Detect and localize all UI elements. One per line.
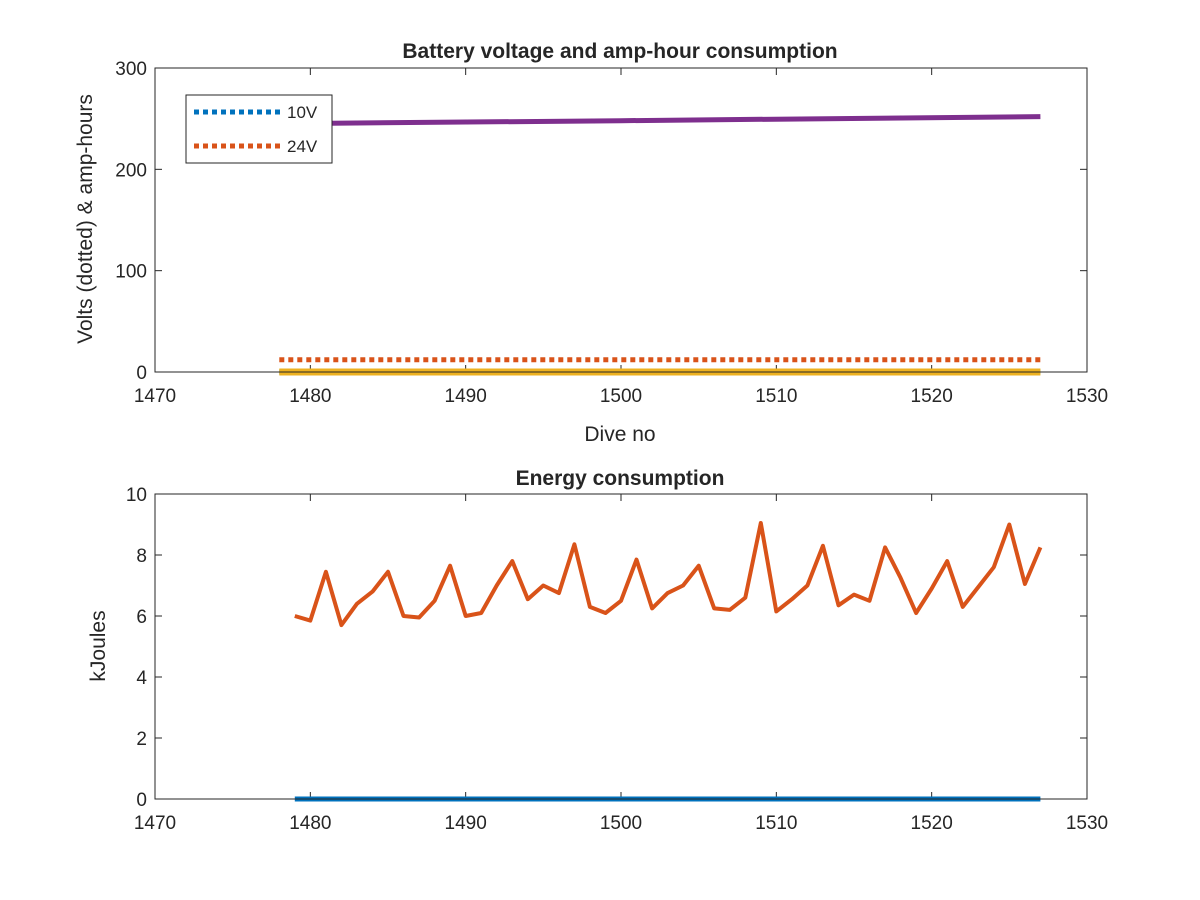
x-tick-label: 1510 [755,386,797,407]
y-tick-label: 6 [136,607,147,628]
tick-labels: 1470 1480 1490 1500 1510 1520 1530 0 2 4 6 8 10 [126,485,1108,834]
legend-label-10v: 10V [287,103,318,122]
axes-battery-voltage: Battery voltage and amp-hour consumption… [74,40,1108,446]
x-tick-label: 1470 [134,813,176,834]
y-tick-label: 200 [115,160,147,181]
y-tick-label: 300 [115,59,147,80]
x-tick-label: 1470 [134,386,176,407]
x-tick-label: 1520 [911,813,953,834]
y-tick-label: 0 [136,363,147,384]
axes-energy-consumption: Energy consumption kJoules 1470 1480 1490 1… [87,467,1108,834]
x-tick-label: 1530 [1066,813,1108,834]
x-tick-label: 1480 [289,386,331,407]
y-tick-label: 4 [136,668,147,689]
legend-label-24v: 24V [287,137,318,156]
chart-title: Energy consumption [516,467,725,490]
tick-labels: 1470 1480 1490 1500 1510 1520 1530 0 100 200 300 [115,59,1108,407]
x-tick-label: 1500 [600,386,642,407]
legend: 10V 24V [185,94,333,164]
y-tick-label: 10 [126,485,147,506]
x-tick-label: 1490 [445,813,487,834]
x-axis-label: Dive no [584,423,655,446]
x-tick-label: 1520 [911,386,953,407]
x-tick-label: 1500 [600,813,642,834]
y-tick-label: 100 [115,262,147,283]
x-tick-label: 1530 [1066,386,1108,407]
y-tick-label: 0 [136,790,147,811]
chart-title: Battery voltage and amp-hour consumption [402,40,837,63]
x-tick-label: 1510 [755,813,797,834]
axes-box [154,493,1088,800]
y-axis-label: Volts (dotted) & amp-hours [74,94,97,344]
y-axis-label: kJoules [87,610,110,681]
y-tick-label: 2 [136,729,147,750]
y-tick-label: 8 [136,546,147,567]
series-purple-line [279,114,1041,127]
x-tick-label: 1480 [289,813,331,834]
legend-box [185,94,333,164]
axes-box [154,67,1088,373]
x-tick-label: 1490 [445,386,487,407]
series-energy-line [294,521,1043,628]
